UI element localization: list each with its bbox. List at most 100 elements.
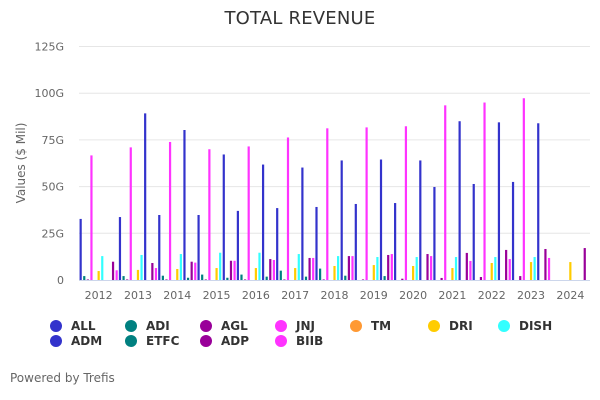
- bar-agl-2018[interactable]: [322, 279, 325, 280]
- bar-dri-2020[interactable]: [412, 265, 415, 280]
- bar-dri-2014[interactable]: [176, 268, 179, 280]
- bar-agl-2019[interactable]: [361, 279, 365, 280]
- bar-dish-2015[interactable]: [219, 252, 222, 280]
- bar-dish-2016[interactable]: [258, 252, 261, 280]
- legend-item-etfc[interactable]: ETFC: [125, 334, 179, 348]
- bar-dri-2023[interactable]: [529, 262, 533, 280]
- bar-biib-2012[interactable]: [115, 270, 118, 280]
- bar-jnj-2019[interactable]: [365, 127, 368, 280]
- bar-biib-2017[interactable]: [312, 257, 315, 280]
- bar-adp-2014[interactable]: [190, 261, 193, 280]
- bar-dri-2024[interactable]: [569, 262, 572, 280]
- bar-dri-2015[interactable]: [215, 268, 218, 280]
- bar-dri-2018[interactable]: [333, 265, 336, 280]
- bar-biib-2022[interactable]: [508, 259, 511, 280]
- bar-etfc-2016[interactable]: [265, 276, 268, 280]
- bar-jnj-2013[interactable]: [129, 147, 132, 280]
- bar-all-2021[interactable]: [433, 186, 436, 280]
- bar-dri-2019[interactable]: [372, 265, 375, 280]
- bar-adm-2014[interactable]: [183, 129, 186, 280]
- bar-dri-2021[interactable]: [451, 268, 454, 280]
- bar-agl-2017[interactable]: [283, 279, 286, 280]
- bar-dish-2022[interactable]: [494, 257, 497, 280]
- bar-all-2023[interactable]: [511, 181, 515, 280]
- bar-biib-2019[interactable]: [390, 254, 393, 280]
- bar-all-2014[interactable]: [158, 214, 161, 280]
- bar-biib-2023[interactable]: [547, 257, 551, 280]
- bar-adp-2021[interactable]: [465, 252, 468, 280]
- bar-agl-2020[interactable]: [401, 278, 404, 280]
- legend-item-dish[interactable]: DISH: [498, 319, 552, 333]
- bar-adp-2016[interactable]: [269, 259, 272, 280]
- bar-biib-2015[interactable]: [233, 260, 236, 280]
- bar-all-2018[interactable]: [315, 206, 318, 280]
- bar-dish-2012[interactable]: [101, 256, 104, 280]
- bar-agl-2012[interactable]: [86, 279, 89, 280]
- bar-dri-2013[interactable]: [136, 269, 140, 280]
- bar-adi-2017[interactable]: [279, 270, 282, 280]
- bar-jnj-2018[interactable]: [326, 128, 329, 280]
- bar-dri-2022[interactable]: [490, 263, 493, 280]
- bar-all-2019[interactable]: [354, 203, 357, 280]
- bar-dish-2014[interactable]: [179, 254, 182, 280]
- bar-jnj-2016[interactable]: [247, 146, 250, 280]
- bar-adm-2018[interactable]: [340, 160, 343, 280]
- bar-jnj-2023[interactable]: [522, 98, 525, 281]
- bar-all-2017[interactable]: [276, 208, 279, 280]
- bar-jnj-2012[interactable]: [90, 155, 93, 280]
- bar-adp-2017[interactable]: [308, 257, 311, 280]
- bar-adi-2013[interactable]: [122, 276, 125, 280]
- bar-dish-2023[interactable]: [533, 257, 536, 280]
- bar-all-2012[interactable]: [79, 218, 82, 280]
- bar-adi-2012[interactable]: [83, 276, 86, 280]
- bar-adp-2022[interactable]: [505, 249, 508, 280]
- bar-dish-2017[interactable]: [297, 254, 300, 280]
- bar-biib-2020[interactable]: [430, 256, 433, 280]
- bar-dish-2013[interactable]: [140, 254, 143, 280]
- bar-agl-2016[interactable]: [243, 279, 247, 280]
- bar-agl-2015[interactable]: [204, 279, 207, 280]
- bar-all-2015[interactable]: [197, 214, 200, 280]
- legend-item-agl[interactable]: AGL: [200, 319, 248, 333]
- bar-adm-2015[interactable]: [222, 154, 225, 280]
- bar-biib-2013[interactable]: [154, 268, 158, 280]
- bar-all-2022[interactable]: [472, 183, 475, 280]
- bar-jnj-2014[interactable]: [168, 141, 172, 280]
- bar-dish-2019[interactable]: [376, 257, 379, 280]
- bar-etfc-2015[interactable]: [226, 277, 229, 280]
- bar-adp-2020[interactable]: [426, 254, 429, 280]
- bar-all-2016[interactable]: [236, 210, 239, 280]
- legend-item-adp[interactable]: ADP: [200, 334, 249, 348]
- bar-dri-2016[interactable]: [254, 268, 257, 280]
- bar-all-2020[interactable]: [394, 203, 397, 280]
- bar-etfc-2018[interactable]: [344, 275, 347, 280]
- bar-agl-2022[interactable]: [479, 277, 483, 280]
- bar-jnj-2015[interactable]: [208, 149, 211, 280]
- bar-agl-2023[interactable]: [519, 276, 522, 280]
- bar-adp-2018[interactable]: [347, 256, 350, 280]
- bar-agl-2014[interactable]: [165, 279, 168, 280]
- bar-etfc-2019[interactable]: [383, 276, 386, 280]
- bar-dish-2020[interactable]: [415, 257, 418, 280]
- bar-agl-2013[interactable]: [126, 279, 129, 280]
- bar-adp-2012[interactable]: [111, 261, 115, 280]
- bar-jnj-2017[interactable]: [286, 137, 290, 280]
- bar-adi-2014[interactable]: [161, 275, 164, 280]
- bar-adp-2024[interactable]: [583, 248, 586, 280]
- bar-jnj-2020[interactable]: [404, 126, 408, 280]
- bar-biib-2016[interactable]: [272, 260, 275, 280]
- bar-dri-2012[interactable]: [97, 271, 100, 280]
- bar-adm-2017[interactable]: [301, 167, 304, 280]
- bar-agl-2021[interactable]: [440, 277, 443, 280]
- bar-adm-2019[interactable]: [379, 159, 383, 280]
- bar-jnj-2021[interactable]: [444, 105, 447, 280]
- bar-adp-2019[interactable]: [387, 254, 390, 280]
- bar-adi-2018[interactable]: [319, 268, 322, 280]
- bar-dri-2017[interactable]: [294, 268, 297, 280]
- bar-adm-2022[interactable]: [497, 122, 501, 281]
- bar-adm-2016[interactable]: [261, 164, 265, 280]
- bar-adm-2020[interactable]: [419, 160, 422, 280]
- bar-adm-2023[interactable]: [537, 123, 540, 280]
- bar-all-2013[interactable]: [118, 217, 122, 280]
- bar-etfc-2017[interactable]: [304, 276, 308, 280]
